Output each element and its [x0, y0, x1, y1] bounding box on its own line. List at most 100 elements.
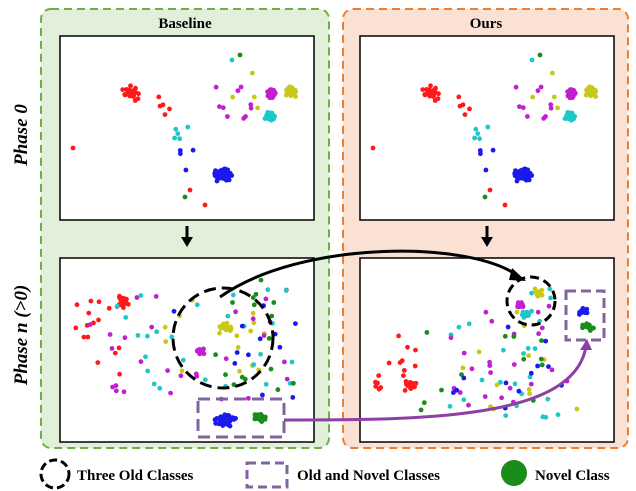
scatter-point	[487, 187, 493, 193]
scatter-point	[179, 368, 185, 374]
scatter-point	[287, 86, 292, 92]
scatter-point	[282, 359, 287, 365]
scatter-point	[431, 94, 436, 99]
scatter-point	[568, 112, 574, 118]
scatter-point	[202, 202, 208, 208]
scatter-point	[230, 94, 236, 100]
scatter-point	[171, 308, 177, 314]
scatter-point	[293, 89, 298, 95]
scatter-point	[593, 89, 598, 95]
scatter-point	[528, 370, 534, 376]
scatter-point	[521, 315, 527, 320]
scatter-point	[514, 309, 520, 315]
down-arrow-baseline	[181, 226, 193, 247]
scatter-point	[193, 371, 199, 377]
scatter-point	[543, 114, 548, 119]
scatter-point	[86, 310, 92, 316]
scatter-point	[501, 347, 506, 353]
scatter-point	[250, 310, 256, 316]
scatter-point	[456, 324, 462, 330]
scatter-point	[251, 94, 257, 100]
scatter-point	[587, 86, 592, 92]
scatter-point	[535, 88, 541, 94]
scatter-point	[169, 334, 175, 340]
scatter-point	[527, 374, 533, 380]
row-label-phaseN: Phase n (>0)	[11, 285, 32, 387]
scatter-point	[513, 84, 519, 90]
scatter-point	[289, 91, 295, 97]
scatter-point	[248, 328, 254, 334]
scatter-point	[217, 173, 223, 179]
scatter-point	[263, 296, 269, 302]
scatter-point	[396, 333, 401, 339]
scatter-point	[154, 329, 160, 335]
scatter-point	[517, 173, 523, 179]
scatter-point	[284, 91, 290, 97]
scatter-point	[122, 335, 128, 341]
scatter-point	[219, 324, 225, 330]
scatter-point	[258, 412, 264, 417]
scatter-point	[167, 106, 172, 112]
scatter-point	[231, 417, 237, 422]
scatter-point	[115, 303, 120, 309]
scatter-point	[223, 356, 229, 362]
scatter-point	[526, 387, 532, 392]
scatter-point	[228, 327, 233, 332]
scatter-point	[289, 359, 295, 365]
scatter-point	[539, 362, 545, 368]
legend-old-novel-label: Old and Novel Classes	[297, 468, 440, 484]
scatter-point	[255, 105, 260, 111]
panel-baseline-phaseN	[59, 257, 315, 443]
scatter-point	[239, 323, 245, 329]
scatter-point	[251, 320, 257, 326]
scatter-point	[551, 94, 557, 100]
scatter-point	[489, 318, 495, 324]
scatter-point	[225, 313, 231, 319]
scatter-point	[460, 365, 466, 371]
scatter-point	[291, 380, 296, 386]
scatter-point	[229, 57, 235, 63]
scatter-point	[459, 372, 464, 377]
scatter-point	[135, 333, 141, 338]
scatter-point	[515, 304, 520, 310]
scatter-point	[571, 116, 576, 122]
scatter-point	[262, 414, 268, 420]
scatter-point	[482, 194, 488, 200]
panel-ours-phaseN	[359, 257, 615, 443]
scatter-point	[370, 145, 376, 151]
arrow-novel-classes	[283, 339, 592, 422]
scatter-point	[475, 131, 481, 137]
scatter-point	[546, 364, 551, 369]
legend-novel-icon	[501, 460, 527, 486]
scatter-point	[472, 135, 477, 141]
scatter-point	[479, 377, 485, 383]
scatter-point	[293, 321, 298, 326]
scatter-point	[512, 381, 518, 387]
scatter-point	[248, 105, 254, 111]
scatter-point	[538, 84, 544, 90]
down-arrow-ours	[481, 226, 493, 247]
scatter-point	[250, 316, 256, 322]
scatter-point	[88, 298, 94, 304]
scatter-point	[469, 366, 475, 372]
scatter-point	[156, 94, 162, 100]
scatter-point	[546, 303, 552, 309]
scatter-point	[397, 360, 403, 365]
scatter-point	[143, 354, 148, 360]
scatter-point	[521, 351, 526, 356]
scatter-point	[482, 394, 488, 399]
scatter-baseline-phase0	[70, 52, 298, 208]
scatter-point	[570, 90, 576, 96]
scatter-point	[250, 70, 255, 76]
scatter-point	[593, 94, 598, 99]
scatter-point	[461, 397, 467, 403]
scatter-point	[232, 361, 238, 366]
scatter-point	[145, 368, 151, 374]
scatter-point	[151, 381, 157, 387]
scatter-point	[131, 94, 136, 99]
scatter-point	[213, 168, 218, 174]
legend-novel-label: Novel Class	[535, 468, 610, 484]
scatter-point	[183, 167, 189, 173]
scatter-point	[213, 84, 219, 90]
